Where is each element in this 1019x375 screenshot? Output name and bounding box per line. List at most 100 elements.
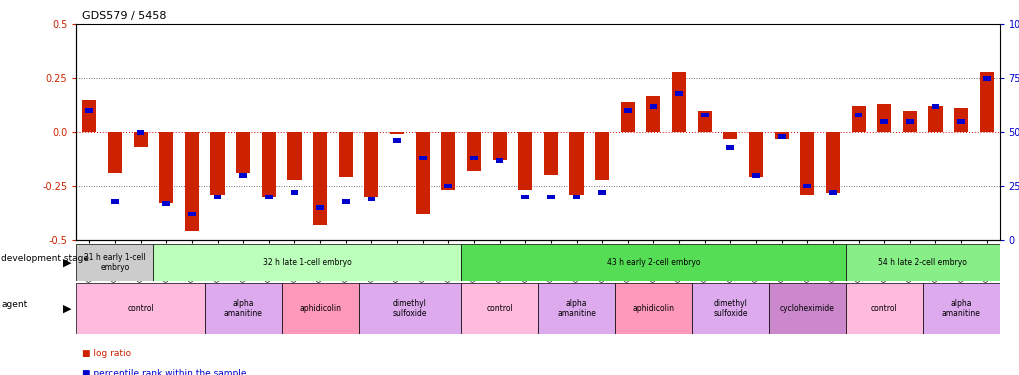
Bar (137, 130, 145, 135)
Bar (800, 132, 813, 195)
Bar (905, 119, 913, 124)
Bar (392, 138, 400, 143)
Text: 32 h late 1-cell embryo: 32 h late 1-cell embryo (263, 258, 352, 267)
Text: control: control (486, 304, 513, 313)
Text: 21 h early 1-cell
embryο: 21 h early 1-cell embryο (84, 253, 146, 272)
Text: ■ percentile rank within the sample: ■ percentile rank within the sample (82, 369, 246, 375)
Bar (111, 199, 119, 204)
Bar (316, 205, 324, 210)
Bar (133, 132, 148, 147)
Text: 43 h early 2-cell embryo: 43 h early 2-cell embryo (606, 258, 699, 267)
Bar (235, 132, 250, 173)
Bar (444, 184, 451, 189)
Bar (700, 112, 708, 117)
Text: development stage: development stage (1, 254, 89, 263)
Bar (461, 244, 845, 281)
Bar (854, 112, 862, 117)
Bar (773, 132, 788, 139)
Bar (441, 132, 454, 190)
Bar (953, 108, 967, 132)
Text: ▶: ▶ (63, 303, 71, 313)
Text: alpha
amanitine: alpha amanitine (223, 299, 262, 318)
Bar (76, 244, 153, 281)
Bar (845, 283, 922, 334)
Bar (184, 132, 199, 231)
Bar (649, 104, 656, 109)
Bar (922, 283, 999, 334)
Bar (825, 132, 840, 193)
Bar (538, 283, 614, 334)
Text: GDS579 / 5458: GDS579 / 5458 (82, 10, 166, 21)
Bar (359, 283, 461, 334)
Bar (518, 132, 532, 190)
Bar (982, 76, 989, 81)
Bar (851, 106, 865, 132)
Bar (364, 132, 378, 197)
Text: control: control (870, 304, 897, 313)
Text: alpha
amanitine: alpha amanitine (556, 299, 595, 318)
Bar (777, 134, 785, 139)
Bar (521, 195, 529, 199)
Bar (415, 132, 429, 214)
Bar (210, 132, 224, 195)
Bar (748, 132, 762, 177)
Bar (213, 195, 221, 199)
Text: ■ log ratio: ■ log ratio (82, 349, 130, 358)
Bar (281, 283, 359, 334)
Bar (470, 156, 477, 160)
Text: alpha
amanitine: alpha amanitine (941, 299, 979, 318)
Bar (726, 145, 734, 150)
Bar (341, 199, 350, 204)
Bar (803, 184, 810, 189)
Bar (187, 212, 196, 216)
Bar (83, 100, 96, 132)
Bar (828, 190, 836, 195)
Bar (461, 283, 538, 334)
Bar (621, 102, 634, 132)
Bar (495, 158, 503, 163)
Bar (153, 244, 461, 281)
Bar (879, 119, 888, 124)
Bar (262, 132, 275, 197)
Bar (159, 132, 173, 203)
Bar (287, 132, 302, 180)
Bar (751, 173, 759, 178)
Text: cycloheximide: cycloheximide (780, 304, 834, 313)
Text: dimethyl
sulfoxide: dimethyl sulfoxide (392, 299, 427, 318)
Bar (930, 104, 938, 109)
Bar (594, 132, 608, 180)
Text: aphidicolin: aphidicolin (299, 304, 340, 313)
Bar (646, 96, 660, 132)
Bar (624, 108, 631, 113)
Bar (389, 132, 404, 134)
Text: 54 h late 2-cell embryo: 54 h late 2-cell embryo (877, 258, 966, 267)
Bar (338, 132, 353, 177)
Bar (265, 195, 272, 199)
Text: aphidicolin: aphidicolin (632, 304, 674, 313)
Bar (876, 104, 891, 132)
Bar (543, 132, 557, 176)
Bar (546, 195, 554, 199)
Bar (492, 132, 506, 160)
Bar (313, 132, 327, 225)
Bar (845, 244, 999, 281)
Bar (239, 173, 247, 178)
Bar (367, 196, 375, 201)
Text: ▶: ▶ (63, 258, 71, 267)
Bar (722, 132, 737, 139)
Bar (108, 132, 122, 173)
Bar (614, 283, 691, 334)
Bar (675, 91, 683, 96)
Bar (572, 195, 580, 199)
Bar (598, 190, 605, 195)
Bar (697, 111, 711, 132)
Text: dimethyl
sulfoxide: dimethyl sulfoxide (712, 299, 747, 318)
Bar (290, 190, 298, 195)
Text: control: control (127, 304, 154, 313)
Bar (956, 119, 964, 124)
Bar (902, 111, 916, 132)
Bar (419, 156, 426, 160)
Bar (927, 106, 942, 132)
Bar (76, 283, 205, 334)
Bar (569, 132, 583, 195)
